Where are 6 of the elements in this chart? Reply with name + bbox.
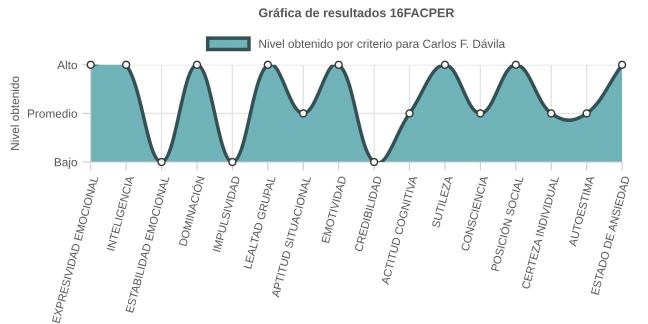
y-axis-title: Nivel obtenido xyxy=(10,76,20,150)
legend-label: Nivel obtenido por criterio para Carlos F. Dávila xyxy=(259,39,506,50)
category-label: Bajo xyxy=(54,158,78,169)
category-label: Promedio xyxy=(28,109,78,118)
category-label: Alto xyxy=(57,60,78,70)
chart-title: Gráfica de resultados 16FACPER xyxy=(258,8,454,18)
